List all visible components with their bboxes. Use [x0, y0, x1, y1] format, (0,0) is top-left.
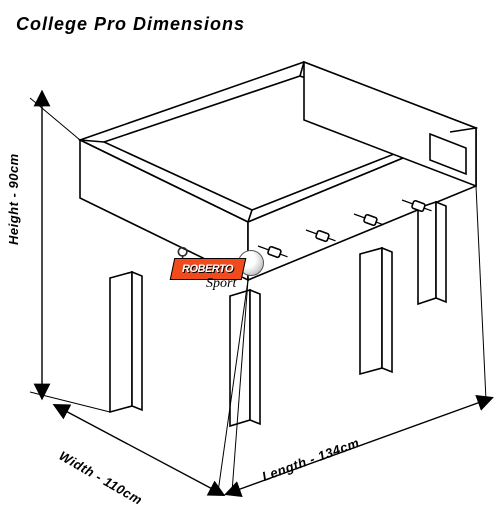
dimension-height-label: Height - 90cm	[6, 153, 21, 245]
brand-logo: ⚲ ROBERTO Sport	[172, 246, 264, 286]
brand-sub: Sport	[206, 276, 236, 292]
brand-name: ROBERTO	[182, 263, 233, 275]
